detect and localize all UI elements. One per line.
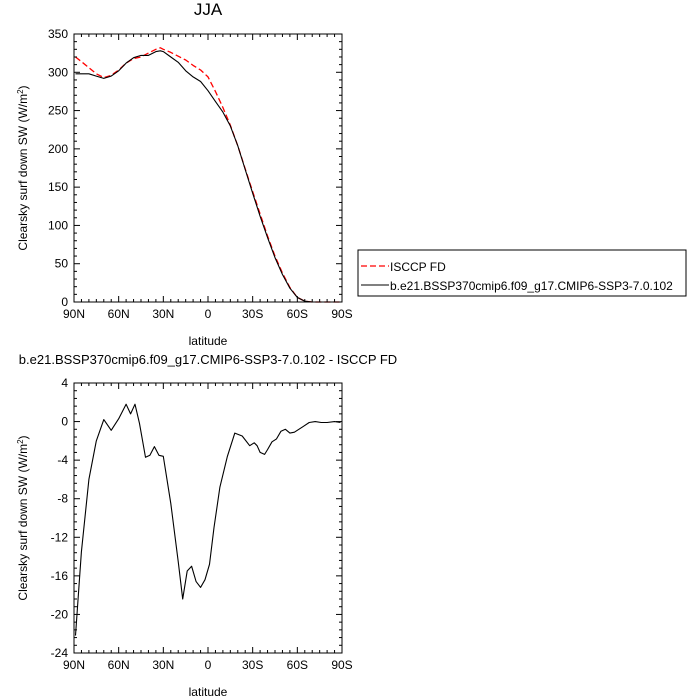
bottom-plot-frame [73,382,343,654]
bottom-xtick-label: 60N [108,658,130,672]
bottom-ylabel: Clearsky surf down SW (W/m2) [16,435,31,600]
bottom-xtick-label: 0 [205,658,212,672]
top-axes: 90N 60N 30N 0 30S 60S 90S 0 50 100 150 200 250 300 350 [48,27,353,321]
bottom-xtick-label: 30S [242,658,263,672]
top-xtick-label: 30S [242,307,263,321]
top-xtick-label: 0 [205,307,212,321]
top-ytick-label: 50 [55,257,69,271]
legend: ISCCP FD b.e21.BSSP370cmip6.f09_g17.CMIP… [357,249,687,297]
legend-label-model: b.e21.BSSP370cmip6.f09_g17.CMIP6-SSP3-7.… [390,279,673,293]
top-xlabel: latitude [189,334,228,348]
legend-label-isccp: ISCCP FD [390,260,446,274]
bottom-ytick-label: -20 [51,607,69,621]
bottom-series-line-0 [74,403,341,636]
top-plot-data [75,47,341,303]
top-series-line-1 [75,50,341,303]
top-xtick-label: 60S [287,307,308,321]
top-xtick-label: 60N [108,307,130,321]
bottom-xtick-label: 90N [63,658,85,672]
bottom-xlabel: latitude [189,685,228,699]
top-ytick-label: 100 [48,218,68,232]
bottom-xtick-label: 30N [152,658,174,672]
top-series-line-0 [75,47,341,303]
top-xtick-label: 90S [331,307,352,321]
top-ytick-label: 200 [48,142,68,156]
top-ylabel: Clearsky surf down SW (W/m2) [16,85,31,250]
bottom-ytick-label: -12 [51,530,69,544]
top-title: JJA [194,0,223,19]
bottom-plot-data [74,403,341,636]
bottom-ytick-label: -8 [57,492,68,506]
top-xtick-label: 90N [63,307,85,321]
bottom-xtick-label: 60S [287,658,308,672]
legend-box [357,249,687,297]
bottom-ytick-label: -24 [51,646,69,660]
bottom-axes: 90N 60N 30N 0 30S 60S 90S -24 -20 -16 -12 -8 -4 0 4 [51,376,353,672]
top-panel: JJA 90N 60N 30N 0 30S 60S 90S 0 50 100 150 200 250 30… [16,0,353,348]
bottom-ytick-label: 0 [61,415,68,429]
bottom-ytick-label: -16 [51,569,69,583]
top-ytick-label: 150 [48,180,68,194]
bottom-title: b.e21.BSSP370cmip6.f09_g17.CMIP6-SSP3-7.… [19,352,397,367]
bottom-panel: b.e21.BSSP370cmip6.f09_g17.CMIP6-SSP3-7.… [16,352,398,699]
bottom-xtick-label: 90S [331,658,352,672]
top-ytick-label: 250 [48,104,68,118]
bottom-ytick-label: 4 [61,376,68,390]
top-ytick-label: 350 [48,27,68,41]
bottom-ytick-label: -4 [57,453,68,467]
top-ytick-label: 300 [48,65,68,79]
top-xtick-label: 30N [152,307,174,321]
top-ytick-label: 0 [61,295,68,309]
